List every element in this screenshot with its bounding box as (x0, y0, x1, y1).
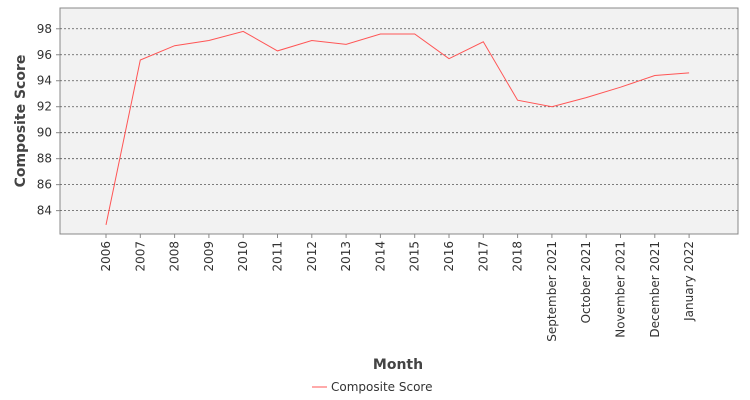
x-tick-label: December 2021 (648, 241, 662, 338)
x-tick-label: 2008 (168, 241, 182, 272)
y-tick-label: 92 (37, 100, 52, 114)
legend: Composite Score (312, 380, 432, 394)
x-tick-label: 2006 (99, 241, 113, 272)
x-axis-title: Month (373, 357, 423, 373)
plot-area (59, 7, 739, 235)
y-tick-label: 86 (37, 178, 52, 192)
y-tick-label: 90 (37, 126, 52, 140)
x-tick-label: 2017 (476, 241, 490, 272)
x-tick-label: 2016 (442, 241, 456, 272)
x-tick-label: 2014 (373, 241, 387, 272)
y-axis-title: Composite Score (13, 55, 29, 188)
x-tick-label: 2015 (408, 241, 422, 272)
legend-label: Composite Score (331, 380, 432, 394)
x-tick-label: 2010 (236, 241, 250, 272)
x-tick-label: 2007 (133, 241, 147, 272)
x-tick-label: January 2022 (682, 241, 696, 322)
x-axis: 2006 2007 2008 2009 2010 2011 2012 2013 2014 2015… (99, 234, 696, 342)
series-line (105, 30, 690, 226)
x-tick-label: 2018 (511, 241, 525, 272)
x-tick-label: 2013 (339, 241, 353, 272)
x-tick-label: 2011 (271, 241, 285, 272)
x-tick-label: 2009 (202, 241, 216, 272)
x-tick-label: October 2021 (579, 241, 593, 323)
x-tick-label: 2012 (305, 241, 319, 272)
y-tick-label: 88 (37, 152, 52, 166)
grid-lines (60, 28, 738, 212)
y-tick-label: 98 (37, 22, 52, 36)
y-tick-label: 96 (37, 48, 52, 62)
y-tick-label: 84 (37, 204, 52, 218)
series-layer (105, 30, 690, 226)
y-axis: 84 86 88 90 92 94 96 98 (37, 22, 60, 218)
x-tick-label: September 2021 (545, 241, 559, 342)
x-tick-label: November 2021 (614, 241, 628, 338)
y-tick-label: 94 (37, 74, 52, 88)
